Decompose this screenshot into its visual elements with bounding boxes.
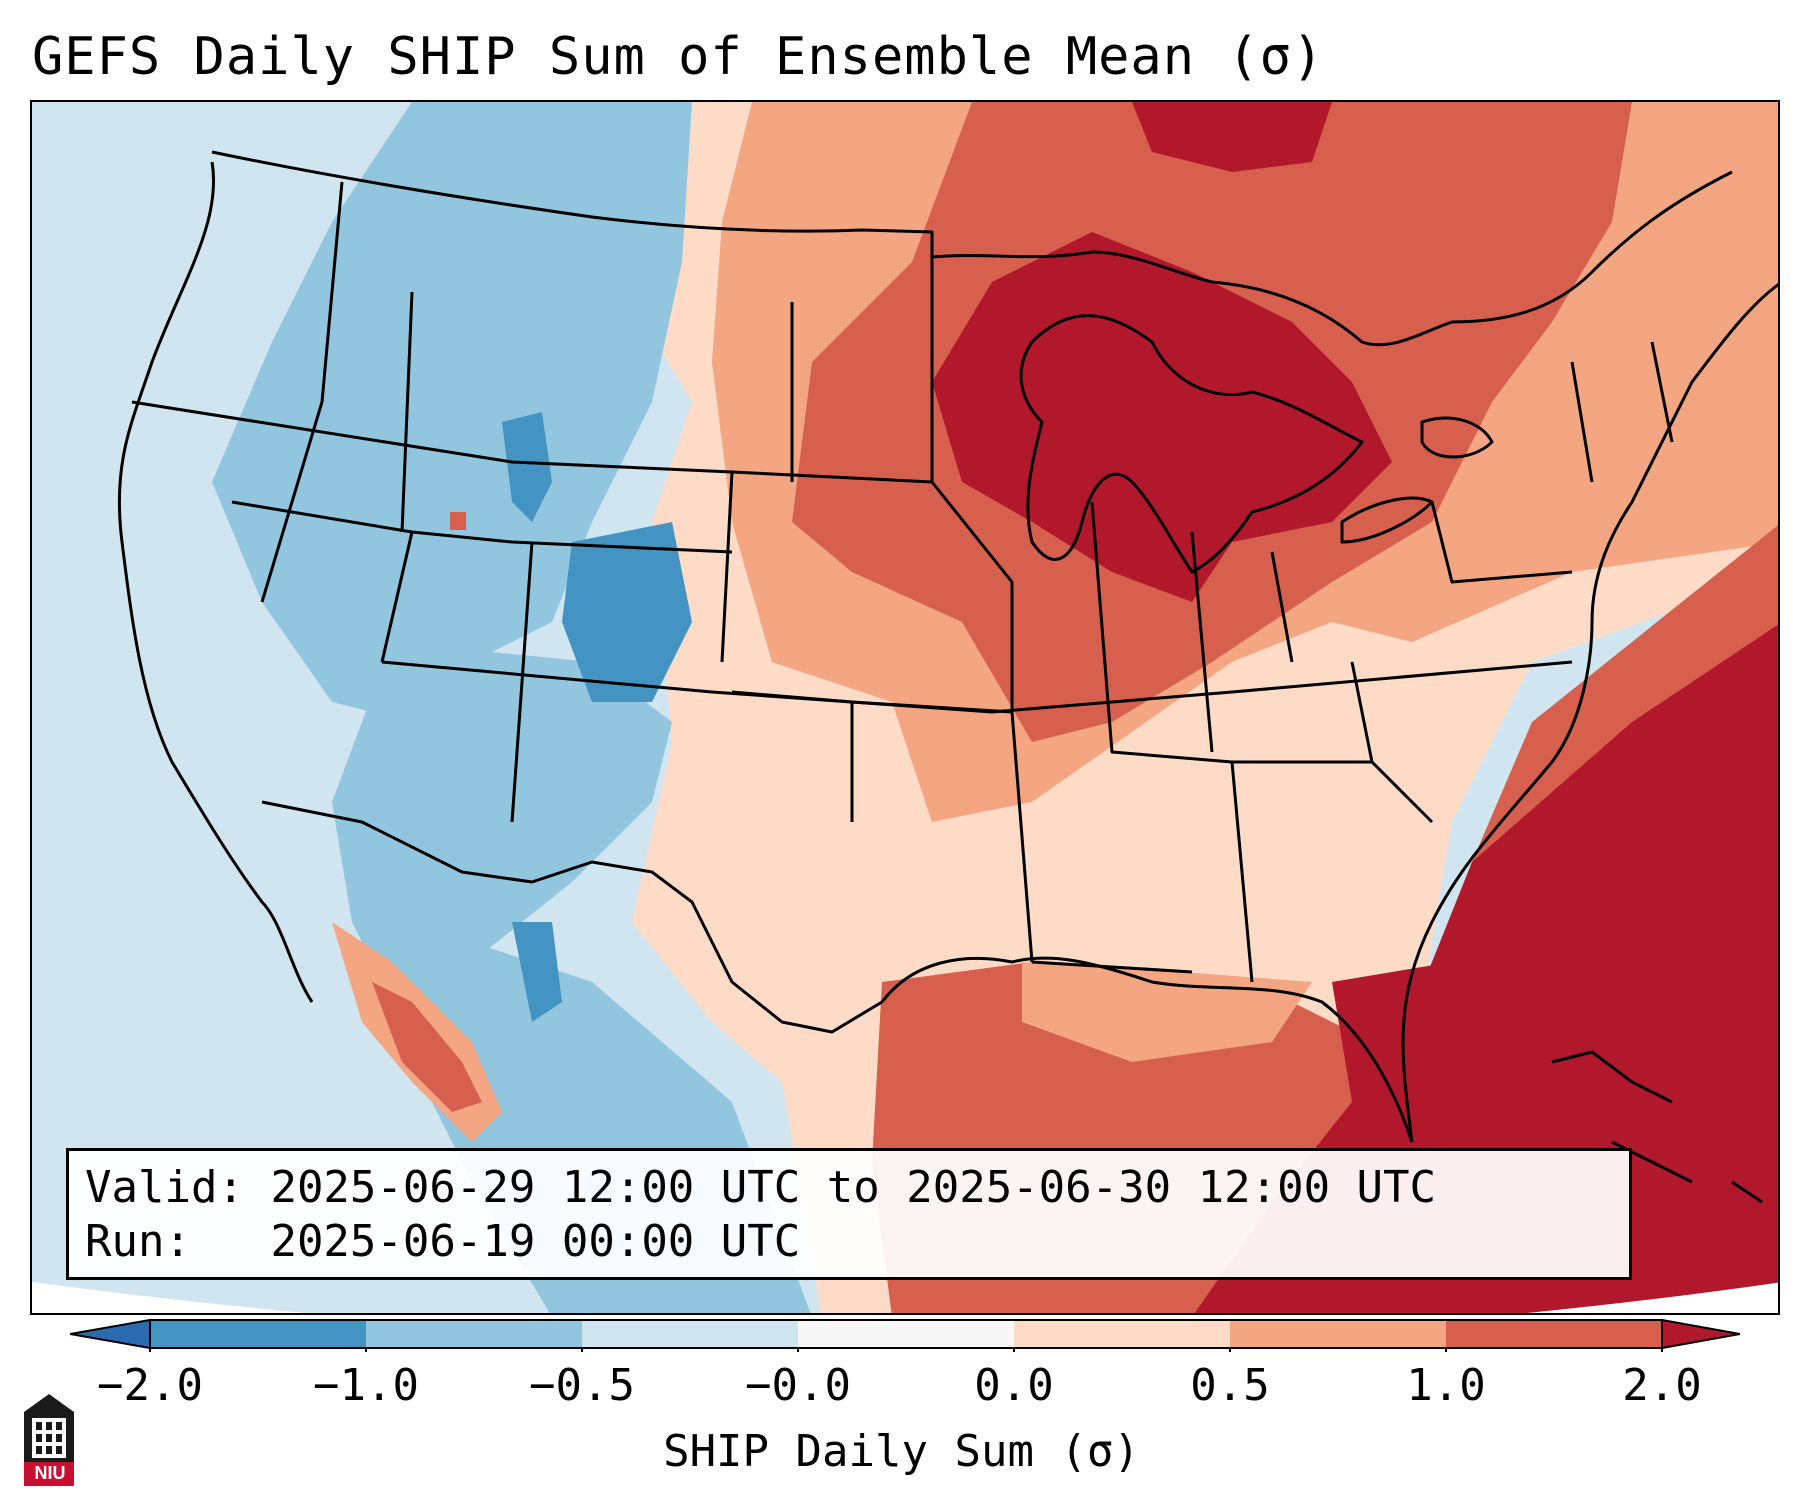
projection-edge [32, 1282, 1778, 1313]
colorbar-tick-label: −2.0 [97, 1360, 203, 1411]
valid-value: 2025-06-29 12:00 UTC to 2025-06-30 12:00… [270, 1162, 1437, 1213]
anomaly-map [32, 102, 1778, 1313]
pacific-outside-domain [32, 102, 182, 802]
colorbar-bin-6 [1230, 1320, 1446, 1348]
colorbar-tick-label: −0.5 [529, 1360, 635, 1411]
region-red-baja [372, 982, 482, 1112]
colorbar-extend-low [70, 1318, 151, 1350]
colorbar-tick-label: −1.0 [313, 1360, 419, 1411]
colorbar-tick-label: 0.0 [974, 1360, 1054, 1411]
colorbar-extend-high [1661, 1318, 1740, 1350]
colorbar-bin-7 [1446, 1320, 1662, 1348]
region-darkred-northcanada [1132, 102, 1332, 172]
niu-logo-text: NIU [34, 1463, 66, 1483]
map-title: GEFS Daily SHIP Sum of Ensemble Mean (σ) [32, 27, 1325, 87]
run-value: 2025-06-19 00:00 UTC [270, 1216, 801, 1267]
region-dark-blue-mexico [512, 922, 562, 1022]
map-panel [30, 100, 1780, 1315]
region-darkred-greatlakes [932, 232, 1392, 602]
colorbar-bin-2 [366, 1320, 582, 1348]
colorbar-tick-label: −0.0 [745, 1360, 851, 1411]
region-red-cell-utah [450, 512, 466, 530]
region-dark-blue-colorado [562, 522, 692, 702]
boundary-lines [117, 150, 1778, 1143]
colorbar-bin-5 [1014, 1320, 1230, 1348]
colorbar-tick-label: 2.0 [1622, 1360, 1702, 1411]
run-label: Run: [85, 1216, 191, 1267]
region-mid-blue-southwest [332, 642, 672, 1002]
colorbar [70, 1318, 1740, 1352]
colorbar-tick-label: 1.0 [1406, 1360, 1486, 1411]
colorbar-bin-1 [150, 1320, 366, 1348]
valid-label: Valid: [85, 1162, 244, 1213]
colorbar-label: SHIP Daily Sum (σ) [663, 1426, 1140, 1477]
colorbar-bin-4 [798, 1320, 1014, 1348]
colorbar-tick-label: 0.5 [1190, 1360, 1270, 1411]
valid-run-info-box: Valid: 2025-06-29 12:00 UTC to 2025-06-3… [66, 1148, 1632, 1280]
colorbar-bin-3 [582, 1320, 798, 1348]
region-darkred-atlantic [1135, 624, 1778, 1313]
niu-tower-logo-icon [24, 1394, 74, 1486]
region-dark-blue-idaho [502, 412, 552, 522]
